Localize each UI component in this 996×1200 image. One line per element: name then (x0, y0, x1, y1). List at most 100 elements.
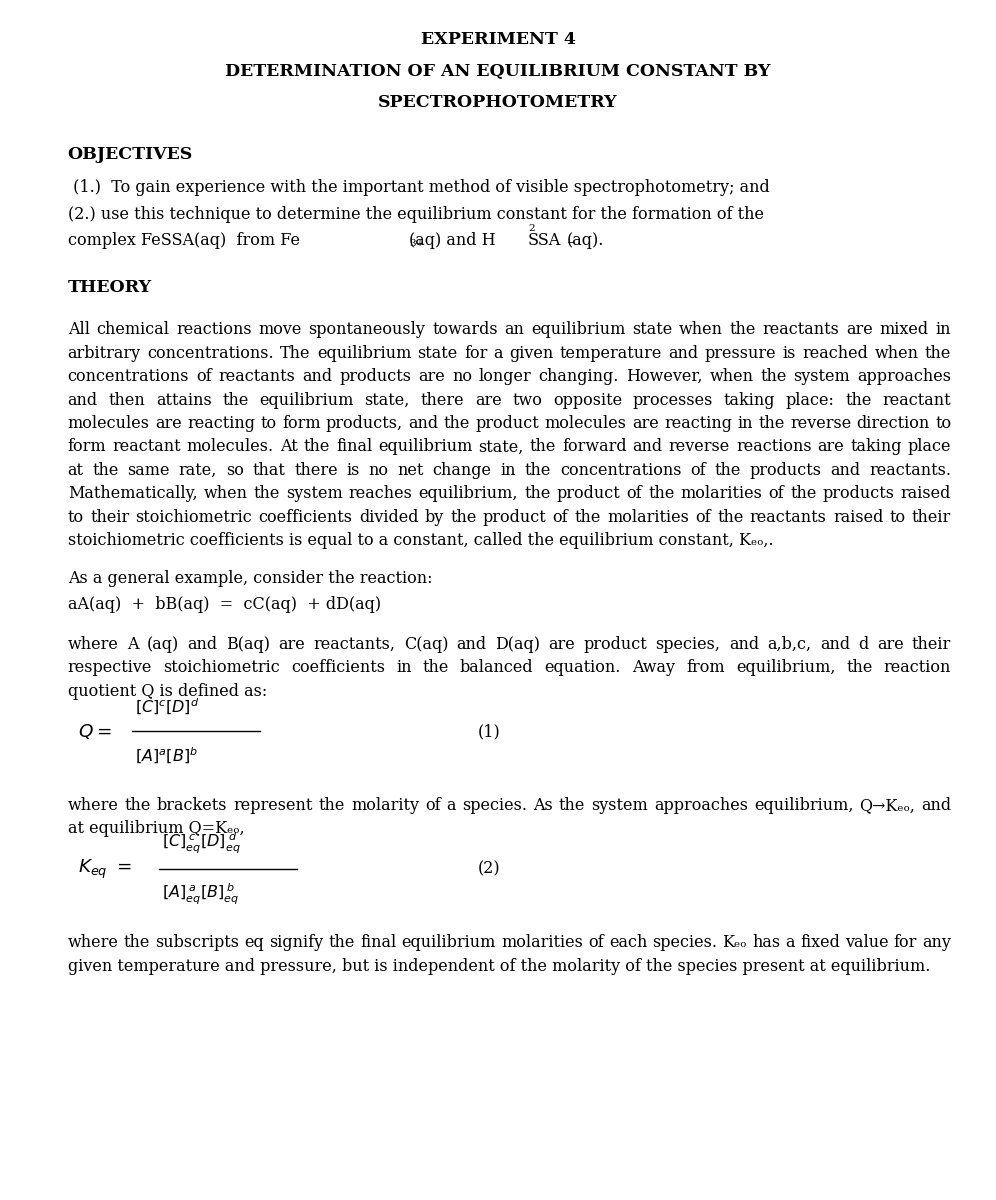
Text: respective: respective (68, 659, 152, 677)
Text: $[A]_{eq}^{\;a}[B]_{eq}^{\;b}$: $[A]_{eq}^{\;a}[B]_{eq}^{\;b}$ (162, 882, 239, 907)
Text: B(aq): B(aq) (226, 636, 270, 653)
Text: (2): (2) (478, 860, 501, 877)
Text: for: for (893, 935, 917, 952)
Text: (1.)  To gain experience with the important method of visible spectrophotometry;: (1.) To gain experience with the importa… (68, 179, 770, 196)
Text: the: the (524, 485, 551, 502)
Text: and: and (820, 636, 850, 653)
Text: change: change (432, 462, 492, 479)
Text: two: two (512, 391, 542, 408)
Text: C(aq): C(aq) (403, 636, 448, 653)
Text: are: are (549, 636, 575, 653)
Text: by: by (424, 509, 444, 526)
Text: final: final (336, 438, 373, 455)
Text: signify: signify (269, 935, 324, 952)
Text: same: same (127, 462, 170, 479)
Text: equation.: equation. (545, 659, 622, 677)
Text: product: product (475, 415, 539, 432)
Text: in: in (396, 659, 411, 677)
Text: the: the (790, 485, 817, 502)
Text: reactants,: reactants, (314, 636, 395, 653)
Text: of: of (769, 485, 784, 502)
Text: molecules: molecules (68, 415, 149, 432)
Text: represent: represent (233, 797, 313, 814)
Text: equilibrium,: equilibrium, (418, 485, 518, 502)
Text: brackets: brackets (157, 797, 227, 814)
Text: the: the (575, 509, 601, 526)
Text: their: their (912, 636, 951, 653)
Text: and: and (303, 368, 333, 385)
Text: reached: reached (803, 344, 869, 361)
Text: equilibrium: equilibrium (531, 322, 625, 338)
Text: reaches: reaches (349, 485, 412, 502)
Text: (aq): (aq) (146, 636, 179, 653)
Text: to: to (261, 415, 277, 432)
Text: changing.: changing. (539, 368, 619, 385)
Text: where: where (68, 636, 119, 653)
Text: state,: state, (478, 438, 524, 455)
Text: $\mathit{Q} = $: $\mathit{Q} = $ (78, 722, 112, 740)
Text: move: move (258, 322, 302, 338)
Text: reverse: reverse (668, 438, 730, 455)
Text: the: the (222, 391, 249, 408)
Text: molarities: molarities (501, 935, 583, 952)
Text: when: when (679, 322, 723, 338)
Text: molecules.: molecules. (187, 438, 274, 455)
Text: at equilibrium Q=Kₑₒ,: at equilibrium Q=Kₑₒ, (68, 821, 244, 838)
Text: when: when (203, 485, 247, 502)
Text: in: in (500, 462, 516, 479)
Text: complex FeSSA(aq)  from Fe: complex FeSSA(aq) from Fe (68, 233, 300, 250)
Text: the: the (422, 659, 449, 677)
Text: of: of (690, 462, 705, 479)
Text: the: the (846, 391, 872, 408)
Text: longer: longer (479, 368, 532, 385)
Text: value: value (845, 935, 888, 952)
Text: approaches: approaches (653, 797, 748, 814)
Text: in: in (935, 322, 951, 338)
Text: net: net (397, 462, 424, 479)
Text: are: are (155, 415, 182, 432)
Text: $[C]_{eq}^{\;c}[D]_{eq}^{\;d}$: $[C]_{eq}^{\;c}[D]_{eq}^{\;d}$ (162, 830, 241, 856)
Text: coefficients: coefficients (291, 659, 385, 677)
Text: and: and (68, 391, 98, 408)
Text: reactants.: reactants. (870, 462, 951, 479)
Text: reactant: reactant (113, 438, 181, 455)
Text: direction: direction (857, 415, 929, 432)
Text: of: of (626, 485, 642, 502)
Text: Mathematically,: Mathematically, (68, 485, 197, 502)
Text: where: where (68, 935, 119, 952)
Text: concentrations.: concentrations. (147, 344, 274, 361)
Text: the: the (847, 659, 872, 677)
Text: the: the (730, 322, 756, 338)
Text: spontaneously: spontaneously (309, 322, 425, 338)
Text: there: there (294, 462, 338, 479)
Text: SSA: SSA (528, 233, 562, 250)
Text: stoichiometric coefficients is equal to a constant, called the equilibrium const: stoichiometric coefficients is equal to … (68, 532, 773, 548)
Text: species,: species, (655, 636, 720, 653)
Text: molarities: molarities (680, 485, 763, 502)
Text: of: of (553, 509, 569, 526)
Text: EXPERIMENT 4: EXPERIMENT 4 (420, 31, 576, 48)
Text: products: products (340, 368, 411, 385)
Text: state: state (632, 322, 672, 338)
Text: All: All (68, 322, 90, 338)
Text: THEORY: THEORY (68, 280, 151, 296)
Text: from: from (686, 659, 725, 677)
Text: The: The (280, 344, 311, 361)
Text: has: has (752, 935, 780, 952)
Text: −: − (567, 239, 576, 248)
Text: are: are (475, 391, 502, 408)
Text: where: where (68, 797, 119, 814)
Text: place:: place: (786, 391, 835, 408)
Text: when: when (874, 344, 918, 361)
Text: Away: Away (632, 659, 675, 677)
Text: reactants: reactants (219, 368, 296, 385)
Text: A: A (126, 636, 138, 653)
Text: eq: eq (244, 935, 264, 952)
Text: the: the (450, 509, 476, 526)
Text: As: As (533, 797, 553, 814)
Text: that: that (253, 462, 286, 479)
Text: the: the (925, 344, 951, 361)
Text: stoichiometric: stoichiometric (135, 509, 252, 526)
Text: of: of (196, 368, 212, 385)
Text: reaction: reaction (883, 659, 951, 677)
